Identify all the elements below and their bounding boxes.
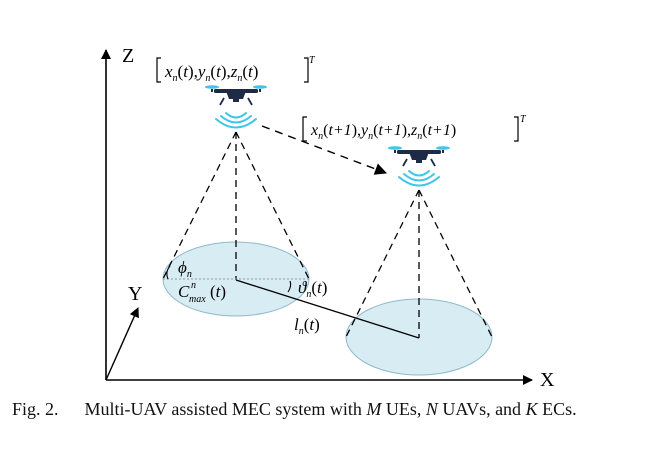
uav-icon-t bbox=[205, 85, 267, 106]
caption-text-c: UAVs, and bbox=[437, 399, 526, 419]
position-label-t: xn(t),yn(t),zn(t) T bbox=[156, 55, 316, 84]
z-axis-label: Z bbox=[122, 45, 134, 67]
y-axis bbox=[105, 307, 139, 381]
svg-text:n: n bbox=[191, 280, 196, 291]
signal-icon-t bbox=[215, 112, 257, 129]
theta-angle-arc bbox=[287, 280, 292, 293]
distance-label: ln(t) bbox=[294, 315, 320, 337]
system-diagram: Z X Y bbox=[101, 45, 555, 391]
svg-text:xn(t),yn(t),zn(t): xn(t),yn(t),zn(t) bbox=[164, 62, 258, 84]
distance-line bbox=[235, 279, 420, 339]
caption-text-a: Multi-UAV assisted MEC system with bbox=[84, 399, 367, 419]
theta-label: ϑn(t) bbox=[298, 278, 327, 300]
svg-text:xn(t+1),yn(t+1),zn(t+1): xn(t+1),yn(t+1),zn(t+1) bbox=[310, 122, 456, 142]
coverage-cone-t bbox=[162, 131, 310, 280]
y-axis-label: Y bbox=[128, 283, 142, 305]
uav-icon-t1 bbox=[388, 146, 450, 167]
phi-angle-arc bbox=[166, 265, 171, 280]
svg-text:max: max bbox=[189, 294, 206, 305]
svg-text:T: T bbox=[309, 55, 316, 66]
position-label-t1: xn(t+1),yn(t+1),zn(t+1) T bbox=[302, 114, 527, 142]
caption-text-b: UEs, bbox=[381, 399, 426, 419]
caption-label: Fig. 2. bbox=[12, 399, 59, 419]
caption-n: N bbox=[425, 399, 438, 419]
caption-k: K bbox=[525, 399, 538, 419]
coverage-label: C n max (t) bbox=[178, 280, 226, 305]
caption-text-d: ECs. bbox=[537, 399, 577, 419]
svg-text:C: C bbox=[178, 282, 190, 301]
svg-text:(t): (t) bbox=[210, 282, 226, 301]
coverage-cone-t1 bbox=[345, 189, 493, 338]
phi-label: ϕn bbox=[178, 258, 192, 280]
svg-text:T: T bbox=[520, 114, 527, 125]
figure-caption: Fig. 2. Multi-UAV assisted MEC system wit… bbox=[12, 398, 648, 421]
signal-icon-t1 bbox=[398, 170, 440, 187]
caption-m: M bbox=[366, 399, 382, 419]
x-axis-label: X bbox=[540, 369, 555, 391]
